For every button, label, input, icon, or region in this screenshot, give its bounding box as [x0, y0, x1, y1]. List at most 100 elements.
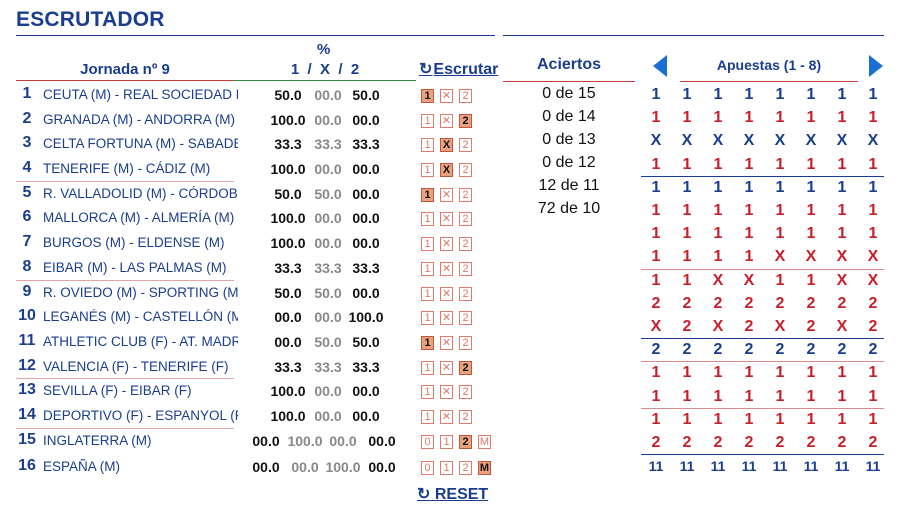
- match-name: EIBAR (M) - LAS PALMAS (M): [43, 260, 227, 275]
- sign-box-2[interactable]: 2: [459, 138, 472, 152]
- escrutar-button[interactable]: ↻Escrutar: [419, 59, 498, 79]
- percent-p1: 33.3: [274, 260, 302, 276]
- goal-row: 16 ESPAÑA (M) 00.0 00.0 100.0 00.0 0 1 2 M: [16, 455, 496, 479]
- sign-box-2[interactable]: 2: [459, 188, 472, 202]
- sign-box-x[interactable]: ✕: [440, 311, 453, 325]
- bet-cell: X: [650, 318, 662, 335]
- bet-total: 11: [741, 458, 757, 474]
- bet-cell: X: [836, 271, 848, 289]
- percent-p1: 100.0: [270, 112, 306, 128]
- bet-cell: 1: [775, 155, 785, 173]
- bet-cell: 2: [775, 434, 785, 451]
- arrow-right-icon[interactable]: [869, 55, 883, 77]
- sign-box-x[interactable]: ✕: [440, 114, 453, 128]
- percent-p1: 100.0: [270, 161, 306, 177]
- sign-box-1[interactable]: 1: [421, 89, 434, 103]
- match-number: 4: [22, 159, 32, 176]
- bet-cell: 2: [837, 434, 847, 451]
- goal-box-0[interactable]: 0: [421, 461, 434, 475]
- sign-box-1[interactable]: 1: [421, 237, 434, 251]
- sign-box-2[interactable]: 2: [459, 287, 472, 301]
- sign-box-x[interactable]: ✕: [440, 89, 453, 103]
- sign-box-x[interactable]: X: [440, 163, 453, 177]
- percent-p1: 00.0: [274, 334, 302, 350]
- match-name: BURGOS (M) - ELDENSE (M): [43, 235, 225, 250]
- bet-row: 1 1 1 1 1 1 1 1: [641, 178, 886, 201]
- sign-box-2[interactable]: 2: [459, 114, 472, 128]
- sign-box-x[interactable]: X: [440, 138, 453, 152]
- bet-cell: X: [805, 248, 817, 266]
- reset-button[interactable]: ↻ RESET: [417, 484, 488, 504]
- match-name: LEGANÉS (M) - CASTELLÓN (M): [43, 309, 238, 324]
- bet-cell: 1: [775, 410, 785, 428]
- sign-box-1[interactable]: 1: [421, 311, 434, 325]
- sign-box-2[interactable]: 2: [459, 89, 472, 103]
- match-name: ATHLETIC CLUB (F) - AT. MADRID: [43, 334, 238, 349]
- sign-box-2[interactable]: 2: [459, 237, 472, 251]
- bet-cell: 1: [713, 387, 723, 405]
- arrow-left-icon[interactable]: [653, 55, 667, 77]
- sign-box-1[interactable]: 1: [421, 138, 434, 152]
- bet-cell: 1: [806, 410, 816, 428]
- row-separator: [16, 280, 234, 281]
- sign-box-1[interactable]: 1: [421, 262, 434, 276]
- bet-cell: 1: [837, 364, 847, 382]
- match-number: 13: [18, 381, 36, 398]
- sign-box-2[interactable]: 2: [459, 262, 472, 276]
- sign-box-1[interactable]: 1: [421, 114, 434, 128]
- sign-box-x[interactable]: ✕: [440, 262, 453, 276]
- bet-cell: 2: [744, 294, 754, 312]
- match-row: 5 R. VALLADOLID (M) - CÓRDOBA 50.0 50.0 00.0…: [16, 181, 496, 206]
- sign-box-2[interactable]: 2: [459, 385, 472, 399]
- bet-cell: 2: [744, 341, 754, 359]
- sign-box-x[interactable]: ✕: [440, 385, 453, 399]
- sign-box-1[interactable]: 1: [421, 336, 434, 350]
- bet-cell: 1: [713, 202, 723, 219]
- goal-box-2[interactable]: 2: [459, 435, 472, 449]
- sign-box-2[interactable]: 2: [459, 361, 472, 375]
- bet-separator: [641, 338, 884, 340]
- goal-box-1[interactable]: 1: [440, 461, 453, 475]
- bet-cell: X: [836, 248, 848, 266]
- bet-cell: 1: [651, 364, 661, 382]
- sign-box-1[interactable]: 1: [421, 212, 434, 226]
- sign-box-2[interactable]: 2: [459, 311, 472, 325]
- goal-box-0[interactable]: 0: [421, 435, 434, 449]
- sign-box-2[interactable]: 2: [459, 163, 472, 177]
- sign-box-1[interactable]: 1: [421, 361, 434, 375]
- sign-box-x[interactable]: ✕: [440, 188, 453, 202]
- sign-box-x[interactable]: ✕: [440, 287, 453, 301]
- bet-cell: 1: [744, 178, 754, 196]
- match-name: DEPORTIVO (F) - ESPANYOL (F): [43, 408, 238, 423]
- sign-box-x[interactable]: ✕: [440, 237, 453, 251]
- sign-box-x[interactable]: ✕: [440, 361, 453, 375]
- bet-cell: X: [867, 132, 879, 150]
- sign-box-1[interactable]: 1: [421, 385, 434, 399]
- sign-box-1[interactable]: 1: [421, 188, 434, 202]
- match-name: TENERIFE (M) - CÁDIZ (M): [43, 161, 211, 176]
- bet-cell: 1: [651, 86, 661, 103]
- bet-row: 1 1 1 1 1 1 1 1: [641, 224, 886, 247]
- match-name: SEVILLA (F) - EIBAR (F): [43, 383, 192, 398]
- bet-row: 2 2 2 2 2 2 2 2: [641, 340, 886, 363]
- sign-box-x[interactable]: ✕: [440, 410, 453, 424]
- sign-box-2[interactable]: 2: [459, 410, 472, 424]
- sign-box-1[interactable]: 1: [421, 163, 434, 177]
- bet-cell: 1: [868, 178, 878, 196]
- goal-box-m[interactable]: M: [478, 461, 491, 475]
- match-number: 12: [18, 357, 36, 374]
- match-row: 9 R. OVIEDO (M) - SPORTING (M) 50.0 50.0 00.…: [16, 280, 496, 305]
- goal-box-1[interactable]: 1: [440, 435, 453, 449]
- goal-box-2[interactable]: 2: [459, 461, 472, 475]
- percent-p1: 50.0: [274, 87, 302, 103]
- sign-box-2[interactable]: 2: [459, 212, 472, 226]
- percent-underline: [234, 80, 416, 81]
- match-row: 12 VALENCIA (F) - TENERIFE (F) 33.3 33.3 33.…: [16, 355, 496, 379]
- sign-box-x[interactable]: ✕: [440, 212, 453, 226]
- sign-box-x[interactable]: ✕: [440, 336, 453, 350]
- sign-box-1[interactable]: 1: [421, 287, 434, 301]
- sign-box-2[interactable]: 2: [459, 336, 472, 350]
- sign-box-1[interactable]: 1: [421, 410, 434, 424]
- match-row: 11 ATHLETIC CLUB (F) - AT. MADRID 00.0 50.0…: [16, 330, 496, 354]
- goal-box-m[interactable]: M: [478, 435, 491, 449]
